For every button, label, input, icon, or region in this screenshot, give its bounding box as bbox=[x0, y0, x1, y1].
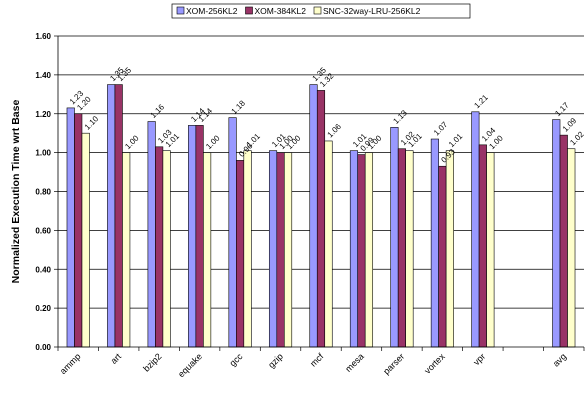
x-category-label: gzip bbox=[266, 351, 285, 370]
legend: XOM-256KL2 XOM-384KL2 SNC-32way-LRU-256KL2 bbox=[171, 3, 471, 19]
data-label: 1.10 bbox=[83, 114, 101, 132]
x-category-label: mesa bbox=[343, 351, 366, 374]
x-category-label: avg bbox=[551, 351, 568, 368]
bar bbox=[357, 154, 366, 348]
x-category-label: parser bbox=[381, 351, 406, 376]
bar bbox=[438, 165, 447, 348]
y-tick-label: 0.20 bbox=[35, 304, 51, 313]
bar bbox=[66, 107, 75, 348]
bar bbox=[276, 152, 285, 348]
y-tick-label: 0.80 bbox=[35, 188, 51, 197]
bar bbox=[188, 125, 197, 348]
legend-label: XOM-384KL2 bbox=[255, 6, 307, 16]
bar bbox=[478, 144, 487, 348]
bar bbox=[74, 113, 83, 348]
bar bbox=[430, 138, 439, 348]
bar bbox=[486, 152, 495, 348]
x-category-label: equake bbox=[176, 351, 204, 379]
data-label: 1.09 bbox=[561, 116, 579, 134]
legend-label: SNC-32way-LRU-256KL2 bbox=[323, 6, 421, 16]
bar bbox=[268, 150, 278, 348]
bar bbox=[559, 134, 568, 348]
y-axis-ticks: 0.00 0.20 0.40 0.60 0.80 1.00 1.20 1.40 1.60 bbox=[35, 32, 58, 352]
y-tick-label: 0.60 bbox=[35, 226, 51, 235]
legend-swatch bbox=[176, 6, 185, 15]
x-category-label: vortex bbox=[422, 351, 447, 376]
bar bbox=[203, 152, 212, 348]
bar bbox=[147, 121, 156, 348]
axes bbox=[57, 36, 585, 351]
data-label: 1.18 bbox=[230, 98, 248, 116]
bar bbox=[309, 84, 318, 348]
bar bbox=[471, 111, 480, 348]
bar bbox=[390, 127, 399, 348]
bar bbox=[228, 117, 237, 348]
x-category-label: mcf bbox=[308, 351, 326, 369]
bar bbox=[405, 150, 414, 348]
bar bbox=[445, 150, 454, 348]
data-label: 1.00 bbox=[123, 133, 141, 151]
data-label: 1.07 bbox=[432, 120, 450, 138]
y-tick-label: 1.00 bbox=[35, 149, 51, 158]
bar bbox=[114, 84, 123, 348]
bar bbox=[122, 152, 131, 348]
data-label: 1.02 bbox=[568, 129, 586, 147]
bar bbox=[316, 90, 326, 348]
bars bbox=[66, 84, 576, 348]
y-tick-label: 1.60 bbox=[35, 32, 51, 41]
legend-label: XOM-256KL2 bbox=[186, 6, 238, 16]
data-label: 1.17 bbox=[553, 100, 571, 118]
bar bbox=[567, 148, 576, 348]
bar bbox=[107, 84, 116, 348]
bar bbox=[324, 140, 333, 348]
x-category-label: gcc bbox=[228, 351, 245, 368]
data-label: 1.01 bbox=[245, 131, 263, 149]
data-label: 1.21 bbox=[472, 92, 490, 110]
data-label: 1.01 bbox=[447, 131, 465, 149]
data-label: 0.93 bbox=[439, 147, 457, 165]
data-label: 1.16 bbox=[149, 102, 167, 120]
bar bbox=[81, 132, 90, 348]
bar bbox=[349, 150, 359, 348]
x-axis-categories: ammp art bzip2 equake gcc gzip mcf mesa parser vo… bbox=[58, 351, 568, 379]
bar bbox=[195, 125, 204, 348]
data-label: 1.06 bbox=[326, 122, 344, 140]
bar bbox=[364, 152, 374, 348]
y-tick-label: 0.40 bbox=[35, 265, 51, 274]
x-category-label: bzip2 bbox=[141, 351, 163, 373]
x-category-label: ammp bbox=[58, 351, 83, 376]
x-category-label: art bbox=[109, 351, 124, 366]
bar bbox=[162, 150, 171, 348]
legend-swatch bbox=[313, 6, 322, 15]
data-label: 1.13 bbox=[391, 108, 409, 126]
bar bbox=[243, 150, 252, 348]
x-category-label: vpr bbox=[471, 351, 487, 367]
bar bbox=[397, 148, 406, 348]
data-label: 1.00 bbox=[204, 133, 222, 151]
y-tick-label: 1.20 bbox=[35, 110, 51, 119]
y-tick-label: 0.00 bbox=[35, 343, 51, 352]
bar bbox=[283, 152, 293, 348]
y-axis-label: Normalized Execution Time wrt Base bbox=[10, 100, 22, 284]
bar bbox=[552, 119, 561, 348]
y-tick-label: 1.40 bbox=[35, 71, 51, 80]
legend-swatch bbox=[245, 6, 253, 15]
bar bbox=[236, 160, 245, 348]
bar bbox=[155, 146, 164, 348]
